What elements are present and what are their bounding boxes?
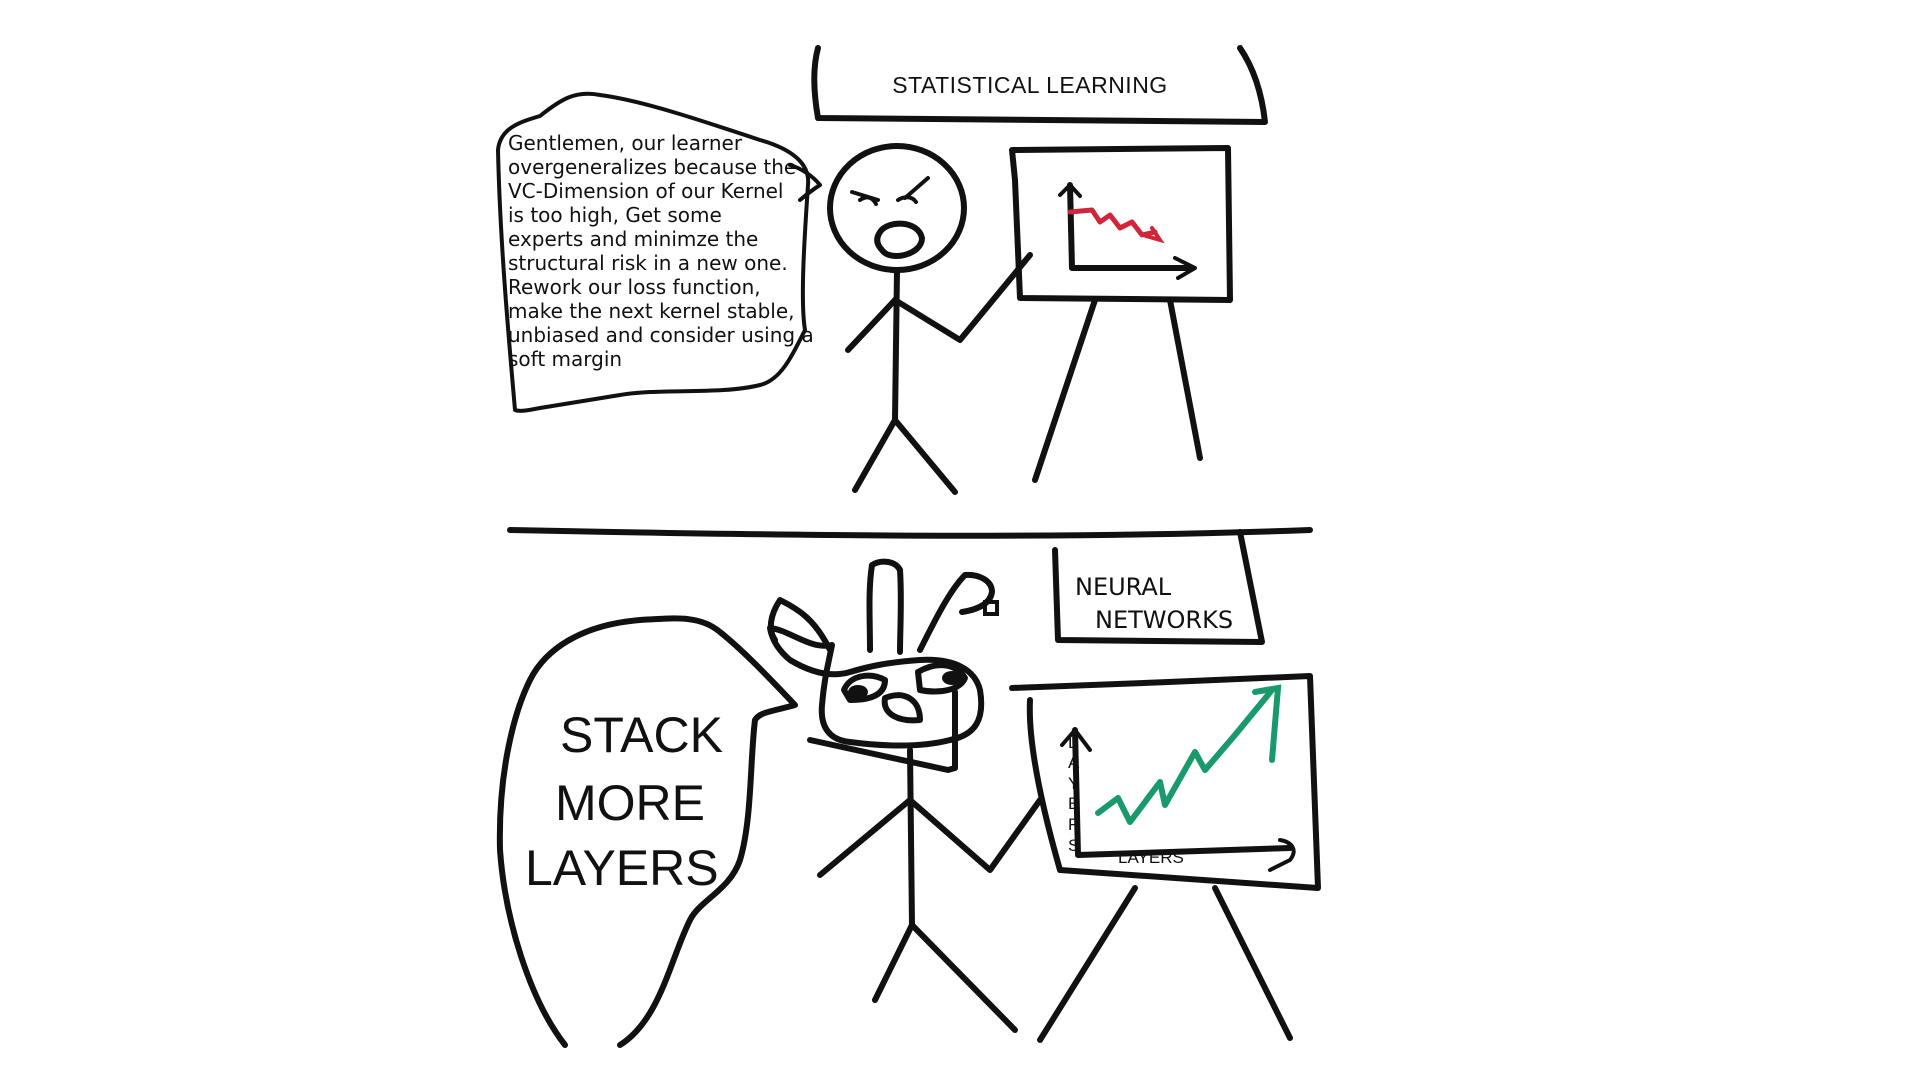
speech-line: overgeneralizes because the (508, 155, 796, 179)
y-axis-label: L A Y E R S (1068, 733, 1080, 855)
panel-divider (507, 527, 1313, 539)
speech-line: VC-Dimension of our Kernel (508, 179, 784, 203)
y-axis-letter: L (1068, 733, 1077, 752)
stack-more-layers-line: MORE (555, 775, 705, 831)
bottom-panel: NEURAL NETWORKS STACK MORE LAYERS (496, 527, 1321, 1048)
speech-line: structural risk in a new one. (508, 251, 788, 275)
speech-line: is too high, Get some (508, 203, 722, 227)
y-axis-letter: R (1068, 815, 1080, 834)
banner-line2: NETWORKS (1095, 606, 1233, 634)
top-panel: STATISTICAL LEARNING Gentlemen, our lear… (496, 45, 1268, 495)
easel-chart-bottom: L A Y E R S LAYERS (1009, 673, 1321, 1043)
speech-line: experts and minimze the (508, 227, 758, 251)
decline-trend-line (1067, 207, 1158, 238)
x-axis-label: LAYERS (1118, 848, 1184, 867)
y-axis-letter: S (1068, 836, 1079, 855)
speech-line: Rework our loss function, (508, 275, 761, 299)
professor-figure (827, 143, 1033, 495)
speech-bubble-bottom: STACK MORE LAYERS (496, 615, 798, 1048)
y-axis-letter: A (1068, 753, 1080, 772)
stack-more-layers-line: STACK (560, 707, 723, 763)
speech-line: make the next kernel stable, (508, 299, 794, 323)
easel-chart-top (1009, 145, 1233, 483)
growth-trend-line (1095, 687, 1275, 825)
speech-line: soft margin (508, 347, 622, 371)
jester-figure (767, 558, 1043, 1033)
speech-line: Gentlemen, our learner (508, 131, 743, 155)
neural-networks-banner: NEURAL NETWORKS (1052, 529, 1265, 645)
speech-line: unbiased and consider using a (508, 323, 814, 347)
speech-bubble-top: Gentlemen, our learner overgeneralizes b… (496, 91, 822, 413)
banner-title: STATISTICAL LEARNING (892, 72, 1167, 98)
banner-line1: NEURAL (1075, 573, 1172, 601)
stack-more-layers-line: LAYERS (525, 840, 719, 896)
y-axis-letter: Y (1068, 774, 1079, 793)
y-axis-letter: E (1068, 794, 1079, 813)
statistical-learning-banner: STATISTICAL LEARNING (811, 45, 1268, 125)
